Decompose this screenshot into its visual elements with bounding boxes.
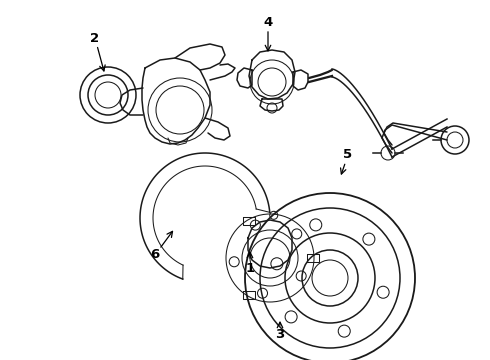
Text: 3: 3 bbox=[275, 328, 285, 342]
Text: 1: 1 bbox=[245, 261, 255, 274]
Text: 6: 6 bbox=[150, 248, 160, 261]
Text: 5: 5 bbox=[343, 148, 353, 162]
Text: 2: 2 bbox=[91, 31, 99, 45]
Text: 4: 4 bbox=[264, 15, 272, 28]
